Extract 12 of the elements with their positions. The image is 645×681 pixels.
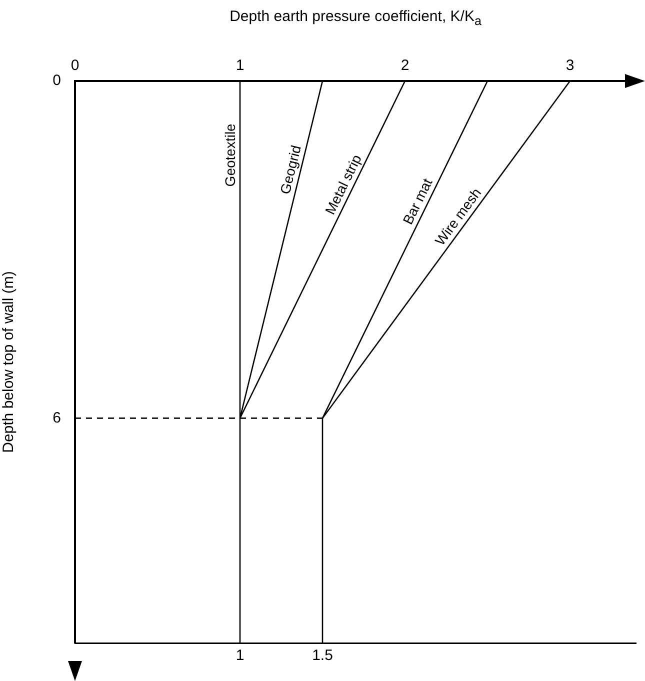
y-axis-title: Depth below top of wall (m) <box>0 271 18 453</box>
x2-tick-label: 1 <box>236 57 244 74</box>
x2-tick-label: 2 <box>400 57 410 74</box>
x-tick-label: 1.5 <box>312 647 333 664</box>
x2-tick-label: 0 <box>70 57 80 74</box>
x2-axis-title: Depth earth pressure coefficient, K/K$_{a}$ <box>228 8 482 28</box>
text: Geotextile <box>222 123 238 187</box>
x2-tick-label: 3 <box>566 57 574 74</box>
y-tick-label: 6 <box>52 409 61 426</box>
text: Bar mat <box>399 176 436 227</box>
text: Metal strip <box>322 152 365 217</box>
text: Geogrid <box>276 144 304 196</box>
